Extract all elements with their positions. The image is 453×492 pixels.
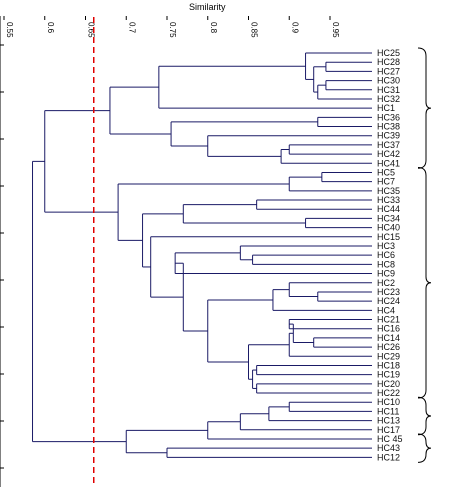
leaf-label: HC19: [377, 370, 400, 380]
leaf-label: HC34: [377, 213, 400, 223]
leaf-label: HC25: [377, 48, 400, 58]
leaf-label: HC5: [377, 167, 395, 177]
leaf-label: HC41: [377, 158, 400, 168]
axis-tick-label: 0.9: [290, 22, 299, 34]
leaf-label: HC29: [377, 351, 400, 361]
dendrogram-links: [32, 52, 372, 458]
leaf-label: HC40: [377, 223, 400, 233]
leaf-label: HC21: [377, 315, 400, 325]
group-brace: [417, 433, 432, 463]
leaf-label: HC26: [377, 342, 400, 352]
leaf-labels: HC25HC28HC27HC30HC31HC32HC1HC36HC38HC39H…: [377, 48, 403, 462]
group-brace: [417, 166, 432, 399]
leaf-label: HC39: [377, 131, 400, 141]
leaf-label: HC38: [377, 122, 400, 132]
leaf-label: HC2: [377, 278, 395, 288]
leaf-label: HC31: [377, 85, 400, 95]
leaf-label: HC37: [377, 140, 400, 150]
leaf-label: HC27: [377, 66, 400, 76]
group-brace: [417, 396, 432, 436]
axis-tick-label: 0.6: [46, 22, 55, 34]
leaf-label: HC14: [377, 333, 400, 343]
group-braces: [417, 47, 432, 463]
leaf-label: HC 45: [377, 434, 403, 444]
leaf-label: HC8: [377, 259, 395, 269]
leaf-label: HC22: [377, 388, 400, 398]
leaf-label: HC12: [377, 452, 400, 462]
leaf-label: HC4: [377, 305, 395, 315]
leaf-label: HC30: [377, 76, 400, 86]
leaf-label: HC43: [377, 443, 400, 453]
axis-title: Similarity: [189, 2, 226, 12]
leaf-label: HC1: [377, 103, 395, 113]
group-brace: [417, 47, 432, 169]
leaf-label: HC33: [377, 195, 400, 205]
leaf-label: HC11: [377, 406, 399, 416]
axis-ticks: 0.55 0.6 0.65 0.7 0.75 0.8 0.85 0.9 0.95: [0, 16, 340, 469]
leaf-label: HC10: [377, 397, 400, 407]
axis-tick-label: 0.85: [250, 22, 259, 38]
leaf-label: HC32: [377, 94, 400, 104]
leaf-label: HC6: [377, 250, 395, 260]
leaf-label: HC36: [377, 112, 400, 122]
leaf-label: HC35: [377, 186, 400, 196]
leaf-label: HC7: [377, 177, 395, 187]
leaf-label: HC23: [377, 287, 400, 297]
leaf-label: HC42: [377, 149, 400, 159]
leaf-label: HC9: [377, 269, 395, 279]
axis-tick-label: 0.55: [5, 22, 14, 38]
leaf-label: HC18: [377, 360, 400, 370]
leaf-label: HC13: [377, 416, 400, 426]
axis-tick-label: 0.95: [331, 22, 340, 38]
leaf-label: HC28: [377, 57, 400, 67]
leaf-label: HC3: [377, 241, 395, 251]
leaf-label: HC17: [377, 425, 400, 435]
leaf-label: HC44: [377, 204, 400, 214]
leaf-label: HC16: [377, 324, 400, 334]
leaf-label: HC24: [377, 296, 400, 306]
axis-tick-label: 0.7: [127, 22, 136, 34]
leaf-label: HC20: [377, 379, 400, 389]
axis-tick-label: 0.65: [87, 22, 96, 38]
axis-tick-label: 0.75: [168, 22, 177, 38]
leaf-label: HC15: [377, 232, 400, 242]
axis-tick-label: 0.8: [209, 22, 218, 34]
